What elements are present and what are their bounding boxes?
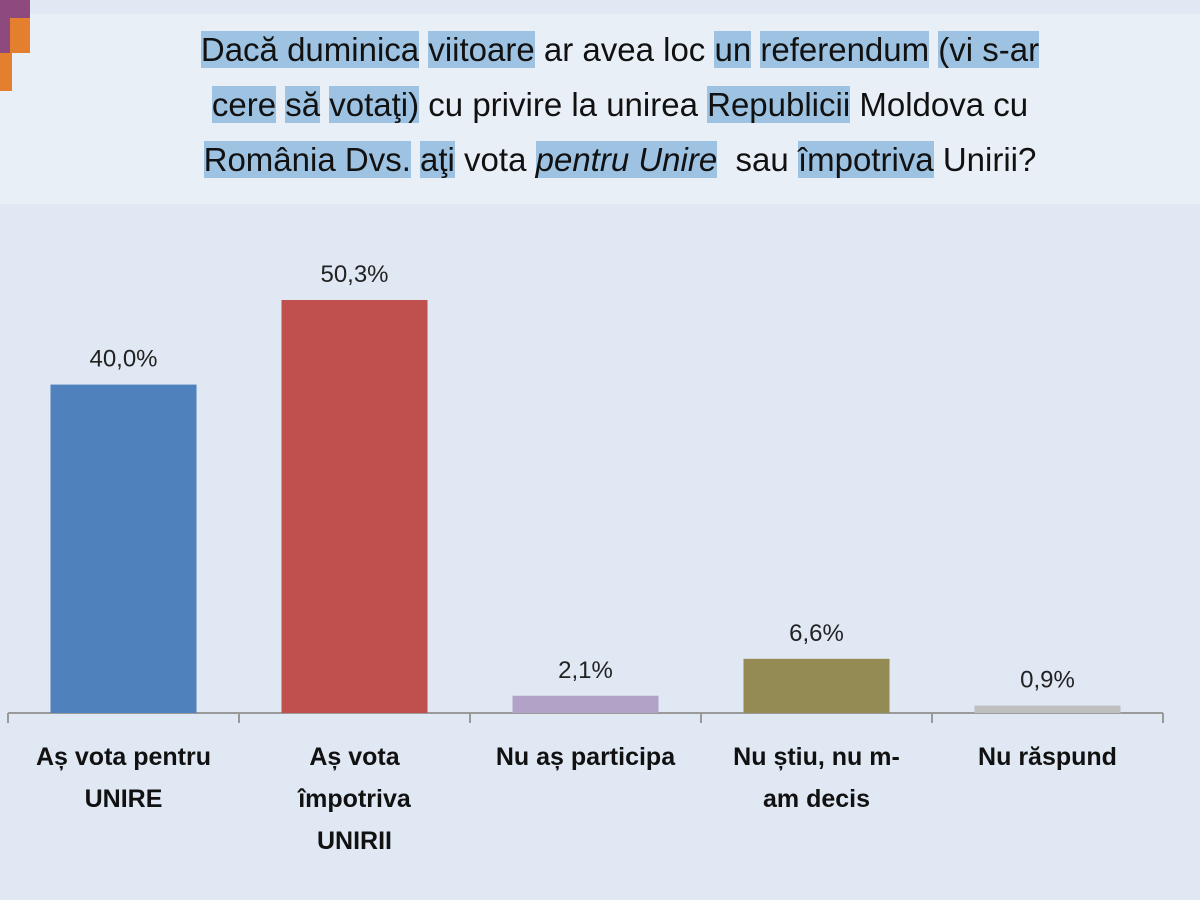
chart-title: Dacă duminica viitoare ar avea loc un re… [60, 22, 1180, 187]
title-line: cere să votaţi) cu privire la unirea Rep… [60, 77, 1180, 132]
bar [512, 695, 659, 713]
category-label: Nu răspund [978, 743, 1117, 771]
bar [50, 384, 197, 713]
title-segment: România Dvs. [203, 141, 411, 178]
title-line: Dacă duminica viitoare ar avea loc un re… [60, 22, 1180, 77]
data-label: 6,6% [789, 620, 844, 647]
title-segment: cu privire la unirea [419, 86, 708, 123]
corner-decoration [0, 0, 30, 18]
title-segment: Unirii? [933, 141, 1037, 178]
title-segment: votaţi) [329, 86, 420, 123]
title-segment: să [285, 86, 321, 123]
title-segment: împotriva [797, 141, 934, 178]
title-segment: vota [454, 141, 536, 178]
title-segment: sau [717, 141, 798, 178]
title-segment: Republicii [707, 86, 851, 123]
title-segment: Dacă duminica [200, 31, 420, 68]
title-segment: referendum [760, 31, 930, 68]
title-segment: viitoare [428, 31, 535, 68]
data-label: 40,0% [89, 346, 157, 373]
title-line: România Dvs. aţi vota pentru Unire sau î… [60, 132, 1180, 187]
title-segment: Moldova cu [850, 86, 1029, 123]
corner-decoration [0, 18, 10, 53]
category-label: Aș vota pentru UNIRE [35, 743, 212, 813]
data-label: 50,3% [320, 261, 388, 288]
category-label: Aș vota împotriva UNIRII [298, 743, 411, 855]
category-label: Nu știu, nu m- am decis [733, 743, 900, 813]
bar [743, 658, 890, 713]
corner-decoration [0, 53, 12, 91]
title-segment: (vi s-ar [938, 31, 1040, 68]
title-segment: ar avea loc [534, 31, 715, 68]
title-segment: pentru Unire [535, 141, 718, 178]
bar [281, 300, 428, 713]
data-label: 0,9% [1020, 667, 1075, 694]
title-segment: aţi [420, 141, 455, 178]
title-segment: un [714, 31, 752, 68]
data-label: 2,1% [558, 657, 613, 684]
bar [974, 705, 1121, 713]
category-label: Nu aș participa [495, 743, 676, 771]
title-segment: cere [211, 86, 277, 123]
